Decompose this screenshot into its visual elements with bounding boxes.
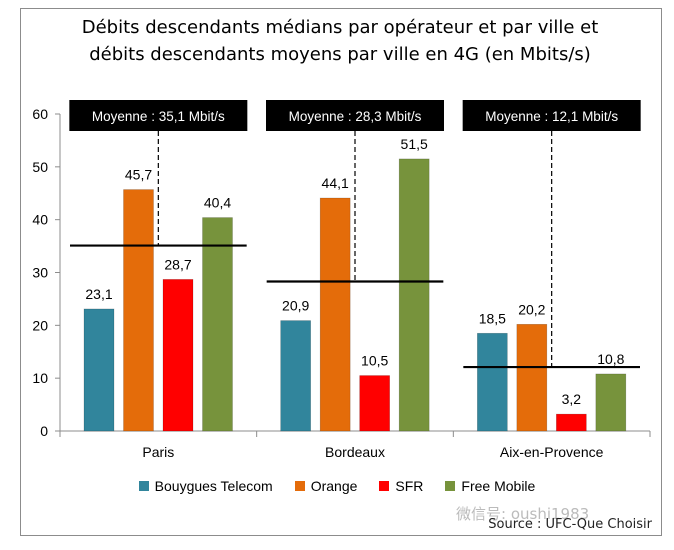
legend-swatch — [294, 481, 305, 491]
watermark: 微信号: oushi1983 — [456, 505, 590, 523]
y-tick-label: 10 — [32, 370, 48, 386]
chart-title-line-2: débits descendants moyens par ville en 4… — [89, 44, 591, 65]
legend-label: SFR — [395, 478, 424, 494]
data-label: 10,8 — [597, 351, 624, 367]
x-tick-label: Bordeaux — [325, 444, 385, 460]
legend-swatch — [138, 481, 149, 491]
bar — [556, 413, 587, 432]
bar — [516, 323, 548, 432]
legend-item: Orange — [294, 478, 358, 494]
data-label: 23,1 — [85, 286, 112, 302]
y-tick-label: 20 — [32, 317, 48, 333]
data-label: 18,5 — [479, 310, 506, 326]
source-note: Source : UFC-Que Choisir — [488, 517, 652, 532]
y-tick-label: 0 — [40, 423, 48, 439]
bar — [359, 375, 390, 432]
data-label: 45,7 — [125, 167, 152, 183]
legend-swatch — [445, 481, 456, 491]
legend-item: Bouygues Telecom — [138, 478, 273, 494]
y-tick-label: 30 — [32, 265, 48, 281]
y-tick-label: 50 — [32, 159, 48, 175]
legend-item: SFR — [379, 478, 423, 494]
data-label: 20,2 — [518, 301, 545, 317]
data-label: 44,1 — [322, 175, 349, 191]
data-label: 10,5 — [361, 353, 388, 369]
y-tick-label: 60 — [32, 106, 48, 122]
x-tick-label: Paris — [142, 444, 174, 460]
bar — [83, 308, 115, 432]
legend-label: Bouygues Telecom — [154, 478, 273, 494]
average-label: Moyenne : 12,1 Mbit/s — [485, 109, 618, 124]
average-label-box — [69, 100, 248, 131]
chart-title-line-1: Débits descendants médians par opérateur… — [81, 17, 599, 38]
chart-title: Débits descendants médians par opérateur… — [20, 14, 660, 68]
legend-label: Orange — [310, 478, 358, 494]
data-label: 3,2 — [562, 391, 582, 407]
bar — [595, 373, 627, 432]
data-label: 51,5 — [401, 136, 428, 152]
data-label: 28,7 — [164, 256, 191, 272]
average-label-box — [462, 100, 641, 131]
bar — [202, 217, 233, 432]
bar — [123, 189, 154, 432]
legend: Bouygues Telecom Orange SFR Free Mobile — [0, 478, 674, 494]
x-tick-label: Aix-en-Provence — [500, 444, 604, 460]
legend-item: Free Mobile — [445, 478, 535, 494]
bar — [280, 320, 311, 432]
legend-swatch — [379, 481, 390, 491]
bar — [162, 279, 194, 432]
data-label: 40,4 — [204, 195, 231, 211]
average-label: Moyenne : 35,1 Mbit/s — [92, 109, 225, 124]
average-label: Moyenne : 28,3 Mbit/s — [289, 109, 422, 124]
data-label: 20,9 — [282, 298, 309, 314]
average-label-box — [266, 100, 444, 131]
bar — [319, 197, 351, 432]
y-tick-label: 40 — [32, 212, 48, 228]
bar — [398, 158, 430, 432]
legend-label: Free Mobile — [461, 478, 536, 494]
bar — [477, 332, 508, 432]
